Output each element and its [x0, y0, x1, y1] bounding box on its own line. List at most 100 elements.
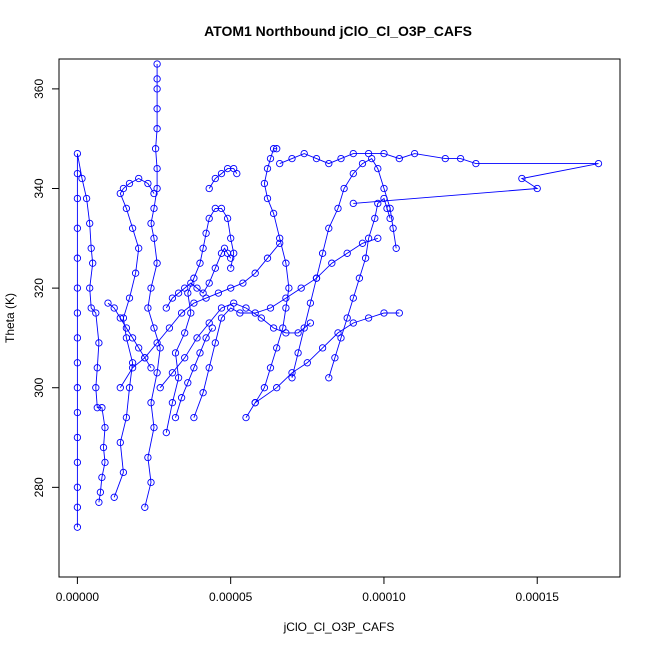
- series-line: [279, 153, 599, 204]
- data-point: [73, 458, 82, 467]
- data-point: [343, 314, 351, 322]
- data-point: [205, 184, 213, 193]
- data-point: [318, 249, 327, 257]
- data-point: [349, 319, 357, 327]
- data-point: [343, 249, 351, 257]
- data-point: [87, 304, 95, 312]
- data-point: [171, 349, 180, 357]
- data-point: [325, 224, 333, 232]
- data-point: [239, 279, 247, 287]
- data-point: [368, 154, 376, 163]
- series-trajectory: [162, 204, 238, 437]
- plot-frame: [58, 58, 621, 578]
- x-tick-label: 0.00015: [516, 590, 560, 604]
- data-point: [150, 324, 158, 332]
- data-point: [73, 433, 82, 442]
- data-point: [380, 149, 388, 158]
- data-point: [303, 359, 311, 367]
- data-point: [135, 344, 143, 352]
- data-point: [260, 179, 269, 188]
- data-point: [318, 344, 327, 352]
- series-trajectory: [141, 60, 164, 511]
- data-point: [288, 154, 296, 163]
- series-line: [107, 302, 152, 369]
- data-point: [141, 503, 149, 511]
- data-point: [349, 149, 357, 158]
- series-line: [165, 247, 232, 309]
- data-point: [150, 423, 158, 432]
- data-point: [104, 299, 112, 307]
- data-point: [380, 194, 388, 203]
- data-point: [73, 169, 82, 178]
- data-point: [269, 145, 278, 153]
- y-tick-label: 320: [32, 278, 46, 298]
- data-point: [190, 413, 198, 422]
- data-point: [73, 359, 82, 367]
- data-point: [227, 284, 235, 292]
- data-point: [312, 154, 321, 163]
- data-point: [392, 244, 400, 252]
- data-point: [73, 224, 82, 232]
- series-line: [254, 312, 400, 404]
- data-point: [101, 458, 109, 467]
- data-point: [518, 174, 526, 183]
- data-point: [358, 159, 367, 168]
- data-point: [177, 309, 186, 317]
- series-line: [291, 158, 397, 378]
- data-point: [144, 453, 152, 462]
- data-point: [328, 259, 336, 267]
- series-trajectory: [162, 244, 235, 312]
- data-point: [337, 154, 345, 163]
- data-point: [325, 374, 333, 382]
- data-point: [153, 184, 161, 193]
- series-line: [113, 177, 155, 498]
- series-trajectory: [205, 164, 241, 193]
- data-point: [205, 214, 213, 223]
- chart-title: ATOM1 Northbound jClO_Cl_O3P_CAFS: [204, 23, 472, 39]
- data-point: [395, 309, 403, 317]
- data-point: [73, 503, 82, 511]
- data-point: [266, 154, 275, 163]
- data-point: [276, 159, 284, 168]
- x-tick-label: 0.00010: [362, 590, 406, 604]
- data-point: [101, 423, 109, 432]
- data-point: [199, 244, 207, 252]
- data-point: [93, 404, 101, 412]
- data-point: [236, 309, 244, 317]
- data-point: [190, 299, 198, 307]
- data-point: [269, 209, 278, 218]
- series-line: [193, 237, 378, 418]
- data-point: [214, 289, 223, 297]
- data-point: [82, 194, 91, 203]
- data-point: [73, 149, 82, 158]
- data-point: [128, 224, 137, 232]
- data-point: [227, 264, 235, 272]
- data-point: [276, 234, 284, 242]
- data-point: [128, 359, 137, 367]
- data-point: [282, 329, 290, 337]
- series-trajectory: [73, 149, 109, 531]
- data-point: [73, 254, 82, 262]
- data-point: [168, 369, 177, 377]
- data-point: [358, 239, 367, 247]
- data-point: [312, 274, 321, 282]
- y-axis-label: Theta (K): [3, 293, 17, 343]
- data-point: [594, 159, 603, 168]
- data-point: [242, 413, 250, 422]
- data-point: [89, 259, 97, 267]
- data-point: [211, 264, 219, 272]
- data-point: [269, 324, 278, 332]
- data-point: [208, 324, 216, 332]
- data-point: [87, 244, 95, 252]
- data-point: [86, 284, 94, 292]
- data-point: [116, 384, 124, 392]
- data-point: [285, 284, 293, 292]
- series-trajectory: [190, 234, 382, 422]
- y-tick-label: 340: [32, 178, 46, 198]
- data-point: [122, 324, 131, 332]
- data-point: [395, 154, 403, 163]
- data-point: [364, 314, 373, 322]
- data-point: [190, 364, 198, 372]
- y-tick-label: 300: [32, 377, 46, 397]
- data-point: [187, 309, 195, 317]
